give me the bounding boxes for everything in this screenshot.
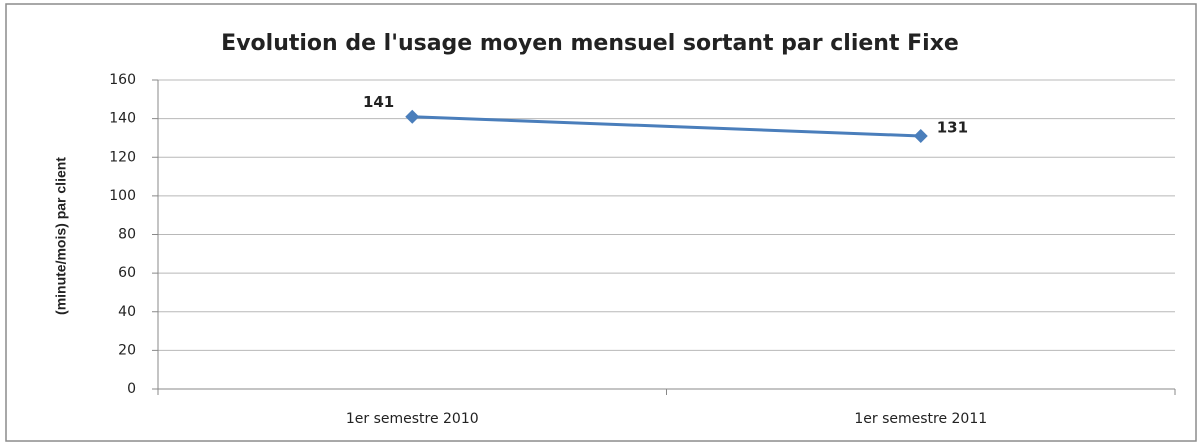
y-tick-label: 140 [109,111,136,127]
y-tick-label: 40 [118,304,136,320]
data-marker [913,129,928,144]
y-tick-label: 0 [127,381,136,397]
y-tick-label: 80 [118,227,136,243]
y-tick-label: 60 [118,265,136,281]
data-label: 131 [937,119,968,137]
data-marker [405,109,420,124]
y-tick-label: 160 [109,72,136,88]
data-label: 141 [363,93,394,111]
chart-title: Evolution de l'usage moyen mensuel sorta… [221,31,959,56]
chart-frame [5,3,1197,442]
x-tick-label: 1er semestre 2010 [346,411,479,427]
y-tick-label: 100 [109,188,136,204]
data-line [412,115,921,138]
x-tick-label: 1er semestre 2011 [854,411,987,427]
y-tick-label: 20 [118,342,136,358]
y-axis-label: (minute/mois) par client [53,157,69,315]
y-tick-label: 120 [109,149,136,165]
